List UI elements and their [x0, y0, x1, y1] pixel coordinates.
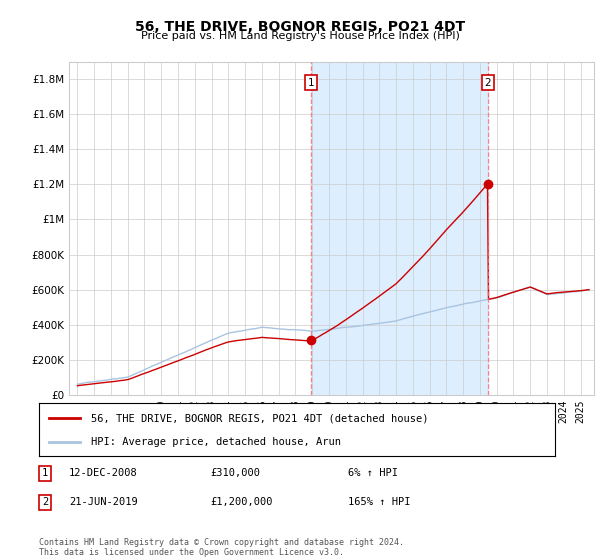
Text: Contains HM Land Registry data © Crown copyright and database right 2024.
This d: Contains HM Land Registry data © Crown c…: [39, 538, 404, 557]
Text: 56, THE DRIVE, BOGNOR REGIS, PO21 4DT (detached house): 56, THE DRIVE, BOGNOR REGIS, PO21 4DT (d…: [91, 413, 428, 423]
Text: 1: 1: [308, 78, 314, 88]
Text: £1,200,000: £1,200,000: [210, 497, 272, 507]
Text: 1: 1: [42, 468, 48, 478]
Text: 2: 2: [42, 497, 48, 507]
Text: £310,000: £310,000: [210, 468, 260, 478]
Text: 6% ↑ HPI: 6% ↑ HPI: [348, 468, 398, 478]
Text: 21-JUN-2019: 21-JUN-2019: [69, 497, 138, 507]
Text: 165% ↑ HPI: 165% ↑ HPI: [348, 497, 410, 507]
Text: Price paid vs. HM Land Registry's House Price Index (HPI): Price paid vs. HM Land Registry's House …: [140, 31, 460, 41]
Text: HPI: Average price, detached house, Arun: HPI: Average price, detached house, Arun: [91, 436, 341, 446]
Text: 12-DEC-2008: 12-DEC-2008: [69, 468, 138, 478]
Text: 56, THE DRIVE, BOGNOR REGIS, PO21 4DT: 56, THE DRIVE, BOGNOR REGIS, PO21 4DT: [135, 20, 465, 34]
Bar: [311, 62, 488, 395]
Text: 2: 2: [485, 78, 491, 88]
